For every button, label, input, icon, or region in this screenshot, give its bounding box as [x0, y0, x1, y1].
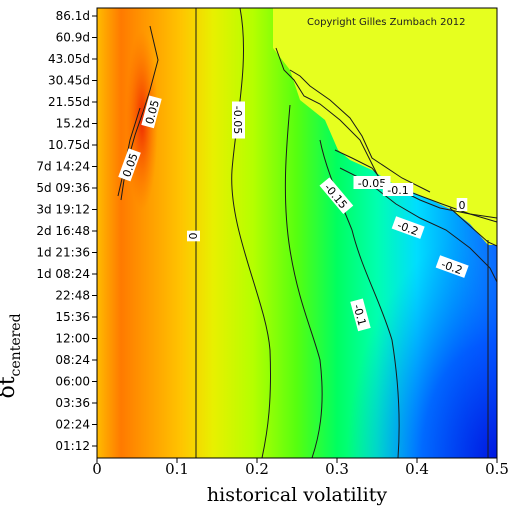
y-axis-subscript: centered [8, 313, 24, 376]
y-tick-label: 06:00 [55, 375, 90, 389]
no-data-region [273, 8, 497, 245]
copyright-annotation: Copyright Gilles Zumbach 2012 [307, 17, 466, 28]
contour-label-background [435, 255, 469, 278]
contour-label-text: -0.05 [231, 106, 244, 134]
x-tick-label: 0.1 [165, 460, 189, 478]
contour-label: -0.05 [353, 176, 391, 190]
contour-label-text: -0.05 [358, 177, 386, 190]
contour-label-text: -0.1 [350, 303, 368, 327]
contour-line [284, 104, 323, 459]
y-tick-label: 08:24 [55, 353, 90, 367]
y-tick-label: 60.9d [56, 31, 90, 45]
contour-label: 0 [186, 230, 200, 242]
contour-label-text: 0 [186, 233, 199, 240]
x-tick-label: 0.3 [325, 460, 349, 478]
x-axis-title: historical volatility [207, 484, 387, 506]
contour-label-background [232, 101, 245, 139]
y-tick-label: 2d 16:48 [36, 224, 90, 238]
y-tick-label: 1d 08:24 [36, 267, 90, 281]
plot-frame [96, 7, 498, 459]
y-tick-label: 22:48 [55, 289, 90, 303]
contour-label-background [456, 198, 468, 211]
y-tick-label: 10.75d [48, 138, 90, 152]
y-tick-label: 21.55d [48, 95, 90, 109]
contour-label-background [350, 298, 371, 332]
y-tick-label: 15:36 [55, 310, 90, 324]
contour-line [275, 47, 498, 223]
contour-label-background [382, 183, 414, 196]
contour-label-background [118, 148, 141, 182]
contour-line [289, 69, 431, 193]
y-tick-label: 12:00 [55, 332, 90, 346]
x-tick-label: 0.5 [485, 460, 509, 478]
y-tick-label: 02:24 [55, 418, 90, 432]
contour-label-text: 0.05 [143, 99, 162, 126]
plot-area: 0.050.050-0.05-0.1-0.15 -0.05-0.10-0.2-0.… [97, 7, 498, 459]
contour-label-background [319, 177, 354, 215]
y-tick-label: 15.2d [56, 117, 90, 131]
y-tick-label: 01:12 [55, 439, 90, 453]
contour-label: 0.05 [141, 95, 162, 129]
contour-label-background [391, 216, 425, 239]
contour-label-background [141, 95, 162, 129]
y-tick-label: 03:36 [55, 396, 90, 410]
y-tick-label: 5d 09:36 [36, 181, 90, 195]
y-tick-label: 3d 19:12 [36, 203, 90, 217]
svg-text:δtcentered: δtcentered [0, 313, 24, 398]
y-tick-label: 7d 14:24 [36, 160, 90, 174]
contour-label: 0 [456, 198, 468, 212]
contour-label-text: 0 [459, 199, 466, 212]
y-axis-symbol: δt [0, 376, 20, 398]
heatmap-deep-blue-region [330, 200, 497, 458]
axes: 01:12 02:24 03:36 06:00 08:24 12:00 15:36 22:48… [36, 7, 509, 478]
contour-line [449, 207, 498, 247]
contour-label-background [187, 230, 200, 242]
contour-label-background [353, 176, 391, 189]
contour-label: -0.1 [382, 183, 414, 197]
contour-label-text: -0.1 [387, 184, 408, 197]
contour-label: -0.05 [231, 101, 245, 139]
y-tick-label: 30.45d [48, 74, 90, 88]
y-tick-label: 43.05d [48, 52, 90, 66]
contour-label: -0.1 [350, 298, 371, 332]
y-tick-label: 1d 21:36 [36, 246, 90, 260]
y-tick-label: 86.1d [56, 9, 90, 23]
x-tick-label: 0 [92, 460, 102, 478]
x-tick-label: 0.4 [405, 460, 429, 478]
x-tick-label: 0.2 [245, 460, 269, 478]
contour-line [231, 7, 272, 459]
y-axis-title: δtcentered [0, 313, 24, 398]
